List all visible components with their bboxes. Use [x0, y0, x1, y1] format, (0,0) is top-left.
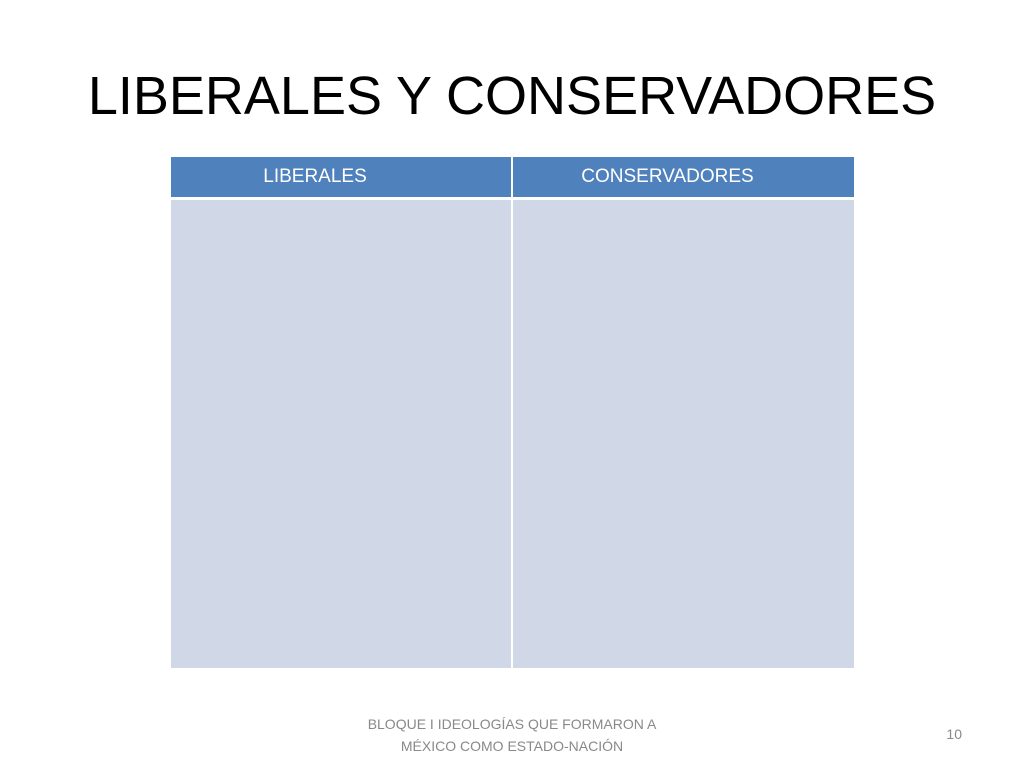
header-divider — [511, 157, 513, 197]
comparison-table: LIBERALES CONSERVADORES — [171, 157, 854, 668]
slide-title: LIBERALES Y CONSERVADORES — [87, 66, 937, 126]
table-header-row: LIBERALES CONSERVADORES — [171, 157, 854, 197]
page-number: 10 — [946, 726, 962, 742]
header-liberales: LIBERALES — [263, 166, 367, 187]
footer-line-2: MÉXICO COMO ESTADO-NACIÓN — [400, 738, 624, 754]
footer-line-1: BLOQUE I IDEOLOGÍAS QUE FORMARON A — [367, 716, 657, 732]
slide-footer: BLOQUE I IDEOLOGÍAS QUE FORMARON A MÉXIC… — [340, 713, 684, 757]
cell-conservadores — [513, 200, 854, 668]
header-conservadores: CONSERVADORES — [581, 166, 754, 187]
cell-liberales — [171, 200, 511, 668]
